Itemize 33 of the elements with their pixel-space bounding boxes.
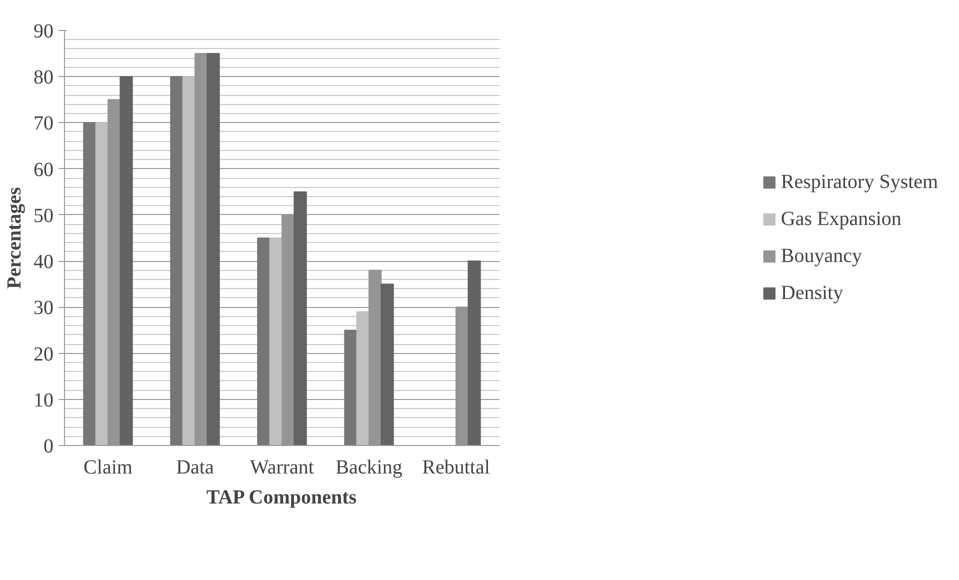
bar: [380, 284, 394, 446]
legend-label: Gas Expansion: [780, 208, 902, 230]
bar: [269, 238, 282, 446]
x-tick-label: Claim: [84, 456, 133, 478]
legend-label: Density: [780, 282, 844, 304]
bar: [468, 260, 481, 446]
bar: [170, 76, 184, 446]
x-axis-title: TAP Components: [206, 486, 357, 508]
bar: [206, 53, 220, 446]
y-tick-label: 30: [34, 297, 54, 320]
legend-label: Respiratory System: [780, 170, 938, 194]
y-tick-label: 60: [34, 158, 54, 181]
bar: [95, 122, 108, 446]
y-axis-title: Percentages: [4, 186, 26, 289]
y-tick-label: 70: [34, 112, 54, 135]
bar: [120, 76, 133, 446]
bar: [257, 238, 270, 446]
legend-label: Bouyancy: [780, 244, 862, 268]
bar: [182, 76, 196, 446]
y-tick-label: 40: [34, 251, 54, 274]
y-tick-label: 80: [34, 66, 54, 89]
x-tick-label: Warrant: [250, 456, 314, 478]
y-tick-label: 50: [34, 204, 54, 227]
bar: [294, 191, 307, 446]
y-tick-label: 0: [44, 436, 54, 458]
x-tick-label: Backing: [336, 456, 402, 478]
x-tick-label: Data: [176, 456, 214, 478]
y-tick-label: 20: [34, 343, 54, 366]
y-tick-label: 90: [34, 20, 54, 42]
x-tick-label: Rebuttal: [422, 456, 490, 478]
y-tick-label: 10: [34, 389, 54, 412]
bar: [344, 330, 358, 446]
bar: [83, 122, 96, 446]
